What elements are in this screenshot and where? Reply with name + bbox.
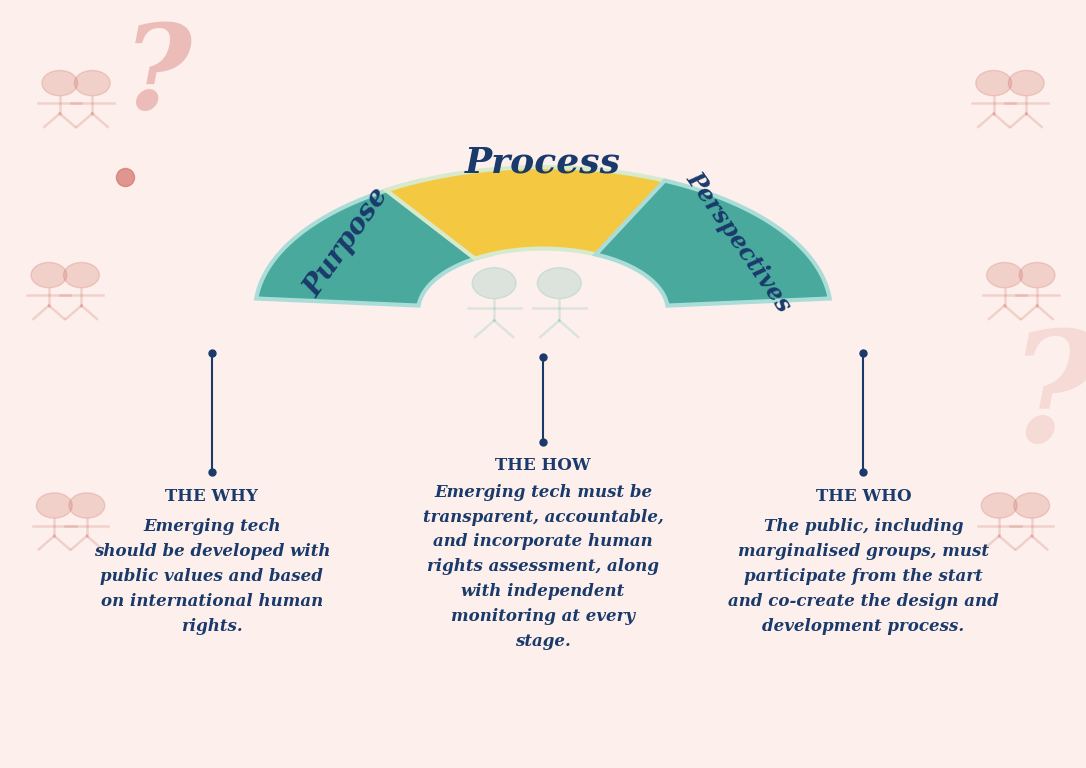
Text: ?: ? <box>1009 325 1086 474</box>
Circle shape <box>30 263 67 288</box>
Circle shape <box>37 493 72 518</box>
Text: ?: ? <box>123 19 192 134</box>
PathPatch shape <box>387 167 699 259</box>
Circle shape <box>70 493 104 518</box>
PathPatch shape <box>256 180 490 306</box>
Circle shape <box>41 71 78 96</box>
Circle shape <box>472 267 516 299</box>
Text: THE WHY: THE WHY <box>165 488 258 505</box>
Circle shape <box>1019 263 1056 288</box>
Text: Perspectives: Perspectives <box>682 167 796 317</box>
Circle shape <box>982 493 1016 518</box>
Circle shape <box>987 263 1023 288</box>
Circle shape <box>1008 71 1045 96</box>
Circle shape <box>976 71 1012 96</box>
Text: The public, including
marginalised groups, must
participate from the start
and c: The public, including marginalised group… <box>728 518 999 634</box>
Text: THE WHO: THE WHO <box>816 488 911 505</box>
Text: THE HOW: THE HOW <box>495 457 591 474</box>
Text: Emerging tech
should be developed with
public values and based
on international : Emerging tech should be developed with p… <box>93 518 330 634</box>
Text: Purpose: Purpose <box>300 183 394 302</box>
Circle shape <box>538 267 581 299</box>
Circle shape <box>1014 493 1050 518</box>
PathPatch shape <box>596 180 830 306</box>
Text: Emerging tech must be
transparent, accountable,
and incorporate human
rights ass: Emerging tech must be transparent, accou… <box>422 484 664 650</box>
Circle shape <box>64 263 100 288</box>
Text: Process: Process <box>465 145 621 180</box>
Circle shape <box>74 71 111 96</box>
